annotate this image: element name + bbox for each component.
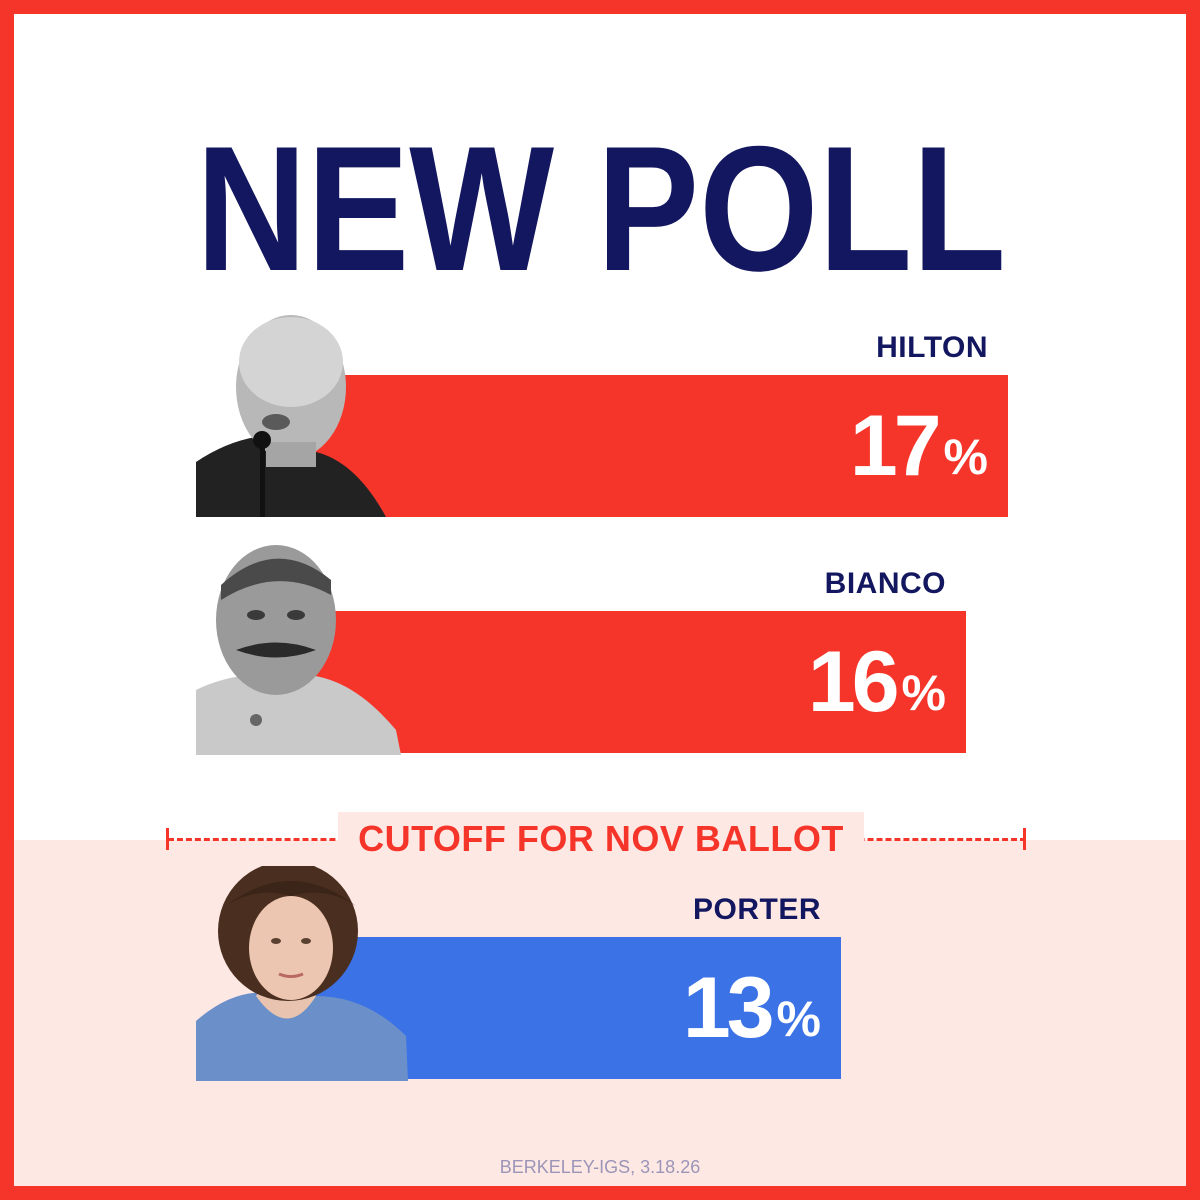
- bar-hilton: 17%: [298, 375, 1008, 517]
- value-number-hilton: 17: [849, 398, 942, 494]
- bar-value-bianco: 16%: [808, 611, 946, 753]
- candidate-name-bianco: BIANCO: [824, 567, 946, 600]
- bar-porter: 13%: [298, 937, 841, 1079]
- bar-bianco: 16%: [298, 611, 966, 753]
- candidate-name-porter: PORTER: [692, 893, 821, 926]
- bar-value-porter: 13%: [683, 937, 821, 1079]
- candidate-name-hilton: HILTON: [876, 331, 988, 364]
- source-credit: BERKELEY-IGS, 3.18.26: [499, 1157, 701, 1177]
- value-number-bianco: 16: [807, 634, 900, 730]
- value-percent-porter: %: [776, 991, 821, 1047]
- cutoff-tick-right: [1023, 828, 1026, 850]
- bar-value-hilton: 17%: [850, 375, 988, 517]
- value-percent-hilton: %: [943, 429, 988, 485]
- porter-photo: [196, 866, 408, 1081]
- cutoff-label: CUTOFF FOR NOV BALLOT: [338, 812, 864, 866]
- headline: NEW POLL: [196, 109, 1006, 308]
- value-number-porter: 13: [682, 960, 775, 1056]
- hilton-photo: [196, 315, 386, 517]
- bianco-photo: [196, 545, 401, 755]
- headline-text: NEW POLL: [196, 109, 1006, 308]
- cutoff-tick-left: [166, 828, 169, 850]
- value-percent-bianco: %: [901, 665, 946, 721]
